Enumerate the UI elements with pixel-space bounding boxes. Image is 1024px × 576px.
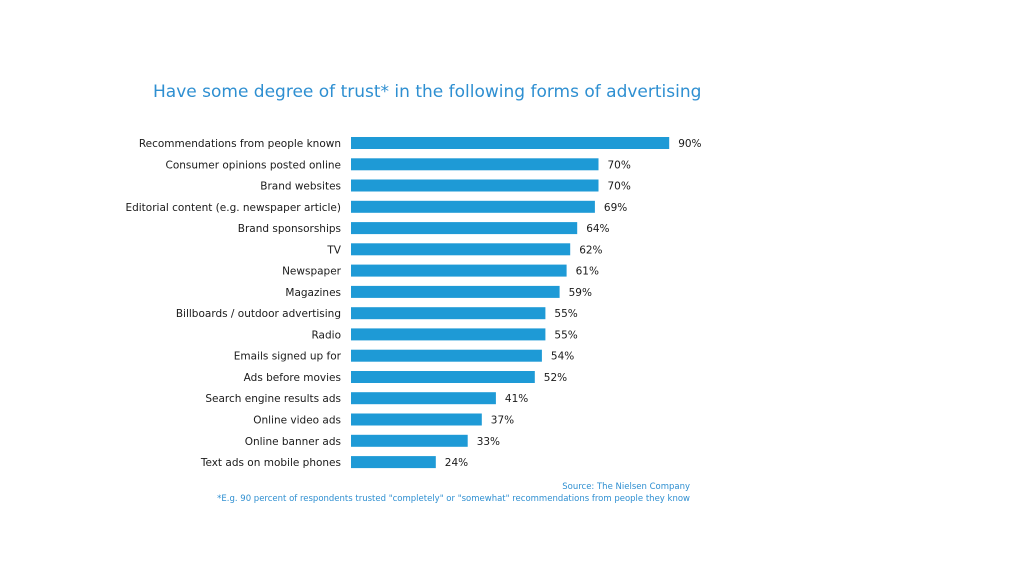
value-label-8: 55%: [554, 308, 577, 320]
value-label-2: 70%: [608, 181, 631, 193]
bar-14: [351, 434, 468, 447]
bar-1: [351, 158, 599, 171]
value-label-6: 61%: [576, 266, 599, 278]
value-labels: 90% 70% 70% 69% 64% 62% 61% 59% 55% 55% 54% 52% 41% 3…: [445, 138, 702, 469]
value-label-12: 41%: [505, 393, 528, 405]
bar-6: [351, 264, 567, 277]
bar-15: [351, 456, 436, 469]
category-label-13: Online video ads: [253, 415, 341, 427]
value-label-10: 54%: [551, 351, 574, 363]
bar-10: [351, 349, 542, 362]
value-label-4: 64%: [586, 223, 609, 235]
category-label-1: Consumer opinions posted online: [165, 159, 341, 171]
bar-8: [351, 307, 546, 320]
category-label-2: Brand websites: [260, 181, 341, 193]
value-label-13: 37%: [491, 415, 514, 427]
value-label-14: 33%: [477, 436, 500, 448]
category-labels: Recommendations from people known Consume…: [125, 138, 341, 469]
category-label-5: TV: [326, 244, 341, 256]
category-label-4: Brand sponsorships: [238, 223, 341, 235]
category-label-14: Online banner ads: [245, 436, 341, 448]
category-label-15: Text ads on mobile phones: [200, 457, 341, 469]
category-label-9: Radio: [311, 329, 341, 341]
value-label-7: 59%: [569, 287, 592, 299]
category-label-7: Magazines: [285, 287, 341, 299]
category-label-12: Search engine results ads: [205, 393, 341, 405]
bar-2: [351, 179, 599, 192]
value-label-11: 52%: [544, 372, 567, 384]
value-label-0: 90%: [678, 138, 701, 150]
bars: [351, 137, 670, 469]
chart-title: Have some degree of trust* in the follow…: [153, 82, 702, 102]
category-label-10: Emails signed up for: [234, 351, 342, 363]
category-label-11: Ads before movies: [244, 372, 341, 384]
bar-4: [351, 222, 578, 235]
value-label-15: 24%: [445, 457, 468, 469]
category-label-6: Newspaper: [282, 266, 342, 278]
bar-0: [351, 137, 670, 149]
bar-9: [351, 328, 546, 341]
category-label-3: Editorial content (e.g. newspaper articl…: [125, 202, 341, 214]
value-label-3: 69%: [604, 202, 627, 214]
bar-5: [351, 243, 571, 256]
value-label-5: 62%: [579, 244, 602, 256]
value-label-9: 55%: [554, 329, 577, 341]
bar-12: [351, 392, 496, 405]
bar-3: [351, 200, 595, 213]
bar-7: [351, 285, 560, 298]
category-label-8: Billboards / outdoor advertising: [176, 308, 341, 320]
category-label-0: Recommendations from people known: [139, 138, 341, 150]
footnote: *E.g. 90 percent of respondents trusted …: [217, 494, 690, 504]
bar-11: [351, 371, 535, 383]
bar-13: [351, 413, 482, 426]
source-note: Source: The Nielsen Company: [562, 482, 690, 492]
value-label-1: 70%: [608, 159, 631, 171]
